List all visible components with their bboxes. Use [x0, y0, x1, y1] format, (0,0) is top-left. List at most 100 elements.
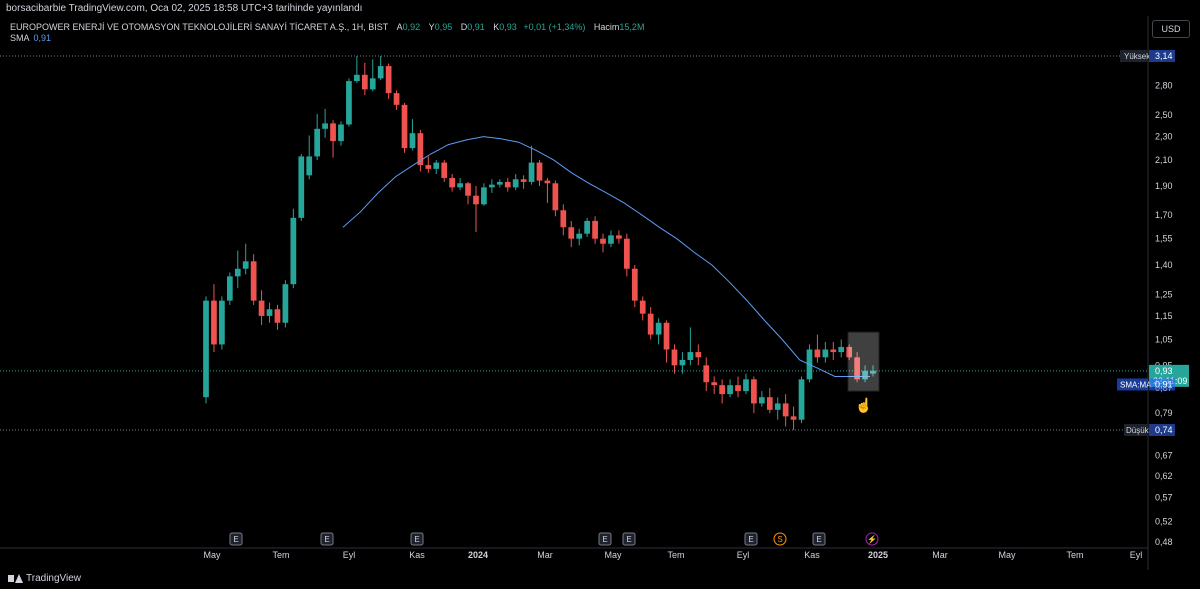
publish-line: borsacibarbie TradingView.com, Oca 02, 2…	[6, 3, 363, 14]
candle-body	[798, 379, 805, 420]
x-tick-label: Kas	[409, 550, 425, 560]
close-label: K	[493, 22, 500, 32]
earnings-marker	[812, 532, 826, 546]
candle-body	[584, 220, 591, 234]
tradingview-logo-icon	[8, 574, 23, 583]
sma-line	[342, 136, 870, 377]
high-value: 0,95	[434, 22, 453, 32]
candle-body	[536, 162, 543, 181]
earnings-marker	[320, 532, 334, 546]
x-tick-label: Tem	[272, 550, 289, 560]
close-value: 0,93	[499, 22, 517, 32]
earnings-marker	[598, 532, 612, 546]
x-tick-label: Tem	[1066, 550, 1083, 560]
candle-body	[393, 93, 400, 105]
candle-body	[751, 379, 757, 404]
sma-value-tag	[1149, 378, 1175, 391]
candle-body	[623, 238, 630, 269]
candle-body	[242, 261, 249, 269]
y-tick-label: 2,10	[1155, 155, 1173, 165]
candle-body	[735, 385, 741, 392]
y-tick-label: 2,80	[1155, 81, 1173, 91]
high-value-tag	[1149, 50, 1175, 62]
low-marker-value: 0,74	[1155, 425, 1173, 435]
candle-body	[830, 349, 837, 353]
candle-body	[346, 81, 352, 125]
y-tick-label: 0,52	[1155, 516, 1173, 526]
candle-body	[306, 156, 313, 176]
candle-body	[465, 183, 471, 196]
x-tick-label: Mar	[932, 550, 948, 560]
selection-box	[847, 331, 880, 392]
high-marker-label: Yüksek	[1124, 52, 1151, 61]
event-label: ⚡	[867, 534, 877, 544]
y-tick-label: 0,62	[1155, 471, 1173, 481]
candle-body	[274, 309, 281, 323]
y-tick-label: 1,90	[1155, 181, 1173, 191]
hand-pointer-icon: ☝	[855, 397, 873, 413]
x-tick-label: May	[998, 550, 1016, 560]
change-value: +0,01 (+1,34%)	[523, 22, 586, 32]
x-tick-label: Eyl	[737, 550, 750, 560]
candle-body	[592, 220, 598, 239]
candle-body	[679, 359, 686, 366]
candle-body	[814, 349, 821, 358]
low-marker-tag	[1124, 423, 1148, 436]
event-label: E	[626, 535, 631, 544]
candle-body	[369, 78, 376, 90]
candle-body	[282, 284, 289, 323]
last-price-value: 0,93	[1155, 366, 1173, 376]
candle-body	[703, 365, 710, 383]
y-tick-label: 1,55	[1155, 234, 1173, 244]
candle-body	[790, 416, 797, 420]
x-tick-label: 2025	[868, 550, 888, 560]
symbol-title[interactable]: EUROPOWER ENERJİ VE OTOMASYON TEKNOLOJİL…	[10, 22, 389, 32]
candle-body	[425, 165, 432, 169]
candle-body	[330, 123, 336, 142]
earnings-marker	[410, 532, 424, 546]
earnings-marker	[229, 532, 243, 546]
x-tick-label: Mar	[537, 550, 553, 560]
candle-body	[758, 397, 765, 404]
y-tick-label: 0,57	[1155, 493, 1173, 503]
candle-body	[687, 352, 694, 360]
candle-body	[377, 66, 384, 79]
candle-body	[862, 370, 868, 380]
candle-body	[695, 352, 702, 358]
candle-body	[258, 300, 265, 316]
sma-legend[interactable]: SMA 0,91	[10, 33, 51, 43]
candle-body	[655, 322, 662, 335]
currency-button[interactable]: USD	[1152, 20, 1190, 38]
candle-body	[711, 382, 718, 386]
candle-body	[266, 309, 273, 316]
y-tick-label: 0,67	[1155, 451, 1173, 461]
volume-value: 15,2M	[619, 22, 645, 32]
footer: TradingView	[0, 570, 1200, 589]
x-tick-label: May	[604, 550, 622, 560]
high-marker-tag	[1120, 50, 1148, 62]
high-label: Y	[428, 22, 435, 32]
y-tick-label: 0,48	[1155, 537, 1173, 547]
sma-label: SMA	[10, 33, 30, 43]
candle-body	[504, 181, 511, 188]
event-label: E	[602, 535, 607, 544]
event-label: E	[816, 535, 821, 544]
candle-body	[338, 124, 344, 142]
candle-body	[600, 238, 606, 244]
candle-body	[671, 349, 678, 366]
candle-body	[481, 187, 487, 205]
candle-body	[854, 357, 860, 380]
x-tick-label: Eyl	[343, 550, 356, 560]
event-label: S	[777, 535, 782, 544]
tradingview-logo[interactable]: TradingView	[8, 573, 81, 584]
candle-body	[544, 180, 551, 184]
candle-body	[838, 346, 845, 353]
candle-body	[401, 104, 408, 149]
event-label: E	[233, 535, 238, 544]
open-value: 0,92	[402, 22, 421, 32]
candle-body	[552, 183, 559, 211]
candle-body	[226, 276, 233, 301]
candle-body	[631, 268, 638, 301]
y-tick-label: 2,50	[1155, 110, 1173, 120]
